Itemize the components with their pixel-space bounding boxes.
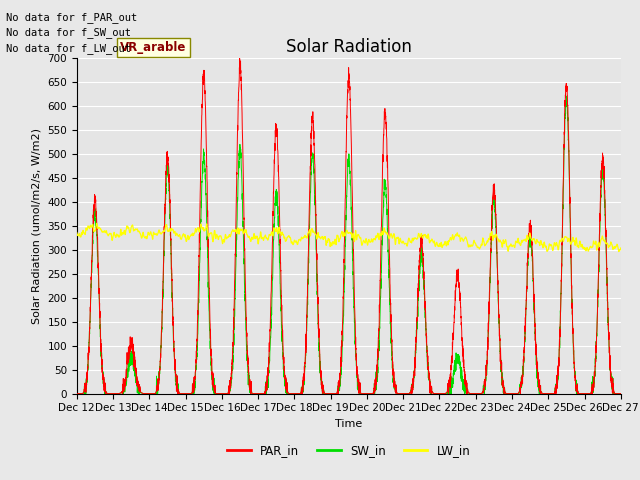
Text: No data for f_SW_out: No data for f_SW_out bbox=[6, 27, 131, 38]
Y-axis label: Solar Radiation (umol/m2/s, W/m2): Solar Radiation (umol/m2/s, W/m2) bbox=[32, 128, 42, 324]
Title: Solar Radiation: Solar Radiation bbox=[286, 38, 412, 56]
X-axis label: Time: Time bbox=[335, 419, 362, 429]
Text: No data for f_LW_out: No data for f_LW_out bbox=[6, 43, 131, 54]
Text: VR_arable: VR_arable bbox=[120, 41, 187, 54]
Legend: PAR_in, SW_in, LW_in: PAR_in, SW_in, LW_in bbox=[223, 439, 475, 462]
Text: No data for f_PAR_out: No data for f_PAR_out bbox=[6, 12, 138, 23]
